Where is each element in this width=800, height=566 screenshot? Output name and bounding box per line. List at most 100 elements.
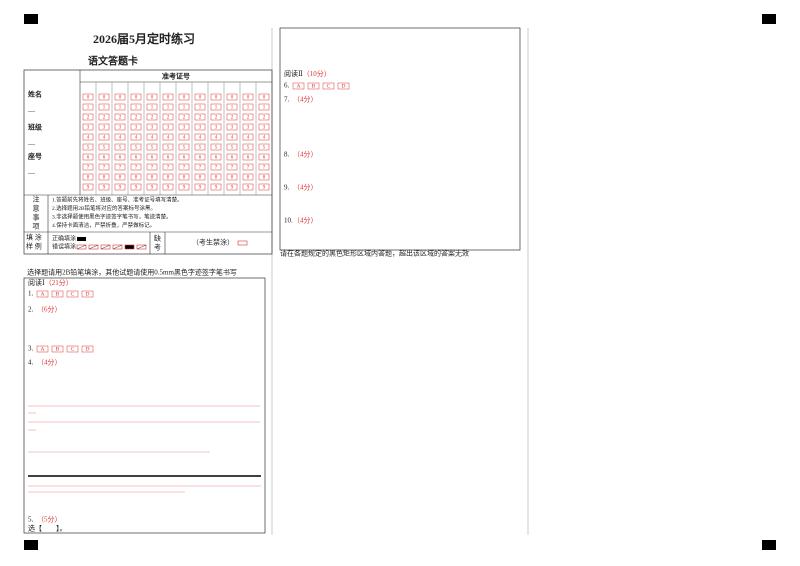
digit-bubble xyxy=(130,103,142,111)
digit-bubble xyxy=(162,113,174,121)
digit-bubble xyxy=(226,153,238,161)
corner-mark xyxy=(24,14,38,24)
corner-mark xyxy=(24,540,38,550)
digit-bubble xyxy=(194,103,206,111)
sample-bubble xyxy=(124,244,135,250)
digit-bubble xyxy=(210,93,222,101)
sample-bubble xyxy=(77,237,86,241)
digit-bubble xyxy=(114,173,126,181)
option-bubble xyxy=(36,345,49,353)
question-score: （4分） xyxy=(293,95,318,104)
digit-bubble xyxy=(210,123,222,131)
field-blank: — xyxy=(27,108,36,116)
digit-bubble xyxy=(194,133,206,141)
digit-label: 0 xyxy=(103,95,106,100)
exam-id-label: 准考证号 xyxy=(162,72,190,81)
notes-heading: 意 xyxy=(33,204,40,213)
digit-bubble xyxy=(114,143,126,151)
digit-bubble xyxy=(146,123,158,131)
digit-bubble xyxy=(226,163,238,171)
digit-bubble xyxy=(194,183,206,191)
digit-bubble xyxy=(98,123,110,131)
digit-label: 5 xyxy=(199,145,202,150)
option-label: B xyxy=(312,84,316,90)
digit-bubble xyxy=(130,153,142,161)
digit-label: 2 xyxy=(199,115,202,120)
digit-bubble xyxy=(82,123,94,131)
digit-label: 4 xyxy=(87,135,90,140)
digit-label: 2 xyxy=(263,115,266,120)
sample-bubble xyxy=(100,244,111,250)
digit-label: 2 xyxy=(247,115,250,120)
digit-bubble xyxy=(130,113,142,121)
digit-label: 9 xyxy=(263,185,266,190)
digit-label: 0 xyxy=(151,95,154,100)
answer-box xyxy=(23,277,266,534)
question-score: （4分） xyxy=(293,150,318,159)
digit-label: 1 xyxy=(151,105,154,110)
digit-bubble xyxy=(162,173,174,181)
digit-bubble xyxy=(226,133,238,141)
absent-bubble xyxy=(237,240,248,246)
digit-label: 7 xyxy=(263,165,266,170)
digit-label: 9 xyxy=(247,185,250,190)
digit-bubble xyxy=(146,143,158,151)
question-number: 8. xyxy=(284,151,290,159)
digit-bubble xyxy=(242,183,254,191)
digit-bubble xyxy=(258,163,270,171)
digit-bubble xyxy=(194,113,206,121)
digit-label: 3 xyxy=(135,125,138,130)
digit-bubble xyxy=(98,173,110,181)
option-label: A xyxy=(41,347,45,353)
digit-bubble xyxy=(242,93,254,101)
digit-bubble xyxy=(226,93,238,101)
question-number: 9. xyxy=(284,184,290,192)
digit-bubble xyxy=(226,183,238,191)
digit-bubble xyxy=(114,113,126,121)
notes-line: 3.非选择题使用黑色字迹签字笔书写，笔迹清楚。 xyxy=(52,212,172,220)
option-bubble xyxy=(322,82,335,90)
digit-bubble xyxy=(98,93,110,101)
digit-bubble xyxy=(98,113,110,121)
digit-label: 6 xyxy=(183,155,186,160)
digit-label: 4 xyxy=(215,135,218,140)
digit-bubble xyxy=(162,143,174,151)
question-score: （4分） xyxy=(293,183,318,192)
digit-label: 3 xyxy=(119,125,122,130)
digit-label: 0 xyxy=(199,95,202,100)
digit-label: 9 xyxy=(215,185,218,190)
digit-label: 1 xyxy=(167,105,170,110)
digit-bubble xyxy=(258,123,270,131)
answer-box xyxy=(279,27,521,251)
digit-bubble xyxy=(210,103,222,111)
digit-label: 4 xyxy=(231,135,234,140)
digit-label: 0 xyxy=(231,95,234,100)
option-label: C xyxy=(71,347,75,353)
digit-bubble xyxy=(194,163,206,171)
digit-bubble xyxy=(82,93,94,101)
digit-label: 9 xyxy=(167,185,170,190)
digit-bubble xyxy=(210,113,222,121)
digit-bubble xyxy=(258,153,270,161)
digit-bubble xyxy=(194,153,206,161)
digit-label: 6 xyxy=(167,155,170,160)
digit-label: 2 xyxy=(103,115,106,120)
digit-label: 9 xyxy=(135,185,138,190)
digit-bubble xyxy=(146,153,158,161)
digit-label: 8 xyxy=(247,175,250,180)
digit-label: 4 xyxy=(183,135,186,140)
digit-bubble xyxy=(82,143,94,151)
digit-bubble xyxy=(242,113,254,121)
digit-label: 8 xyxy=(135,175,138,180)
digit-bubble xyxy=(226,143,238,151)
option-bubble xyxy=(337,82,350,90)
digit-bubble xyxy=(242,163,254,171)
digit-label: 6 xyxy=(119,155,122,160)
sample-wrong: 错误填涂 xyxy=(52,242,76,250)
digit-bubble xyxy=(146,93,158,101)
digit-label: 3 xyxy=(183,125,186,130)
digit-bubble xyxy=(82,153,94,161)
digit-label: 0 xyxy=(183,95,186,100)
digit-bubble xyxy=(226,113,238,121)
digit-label: 4 xyxy=(167,135,170,140)
